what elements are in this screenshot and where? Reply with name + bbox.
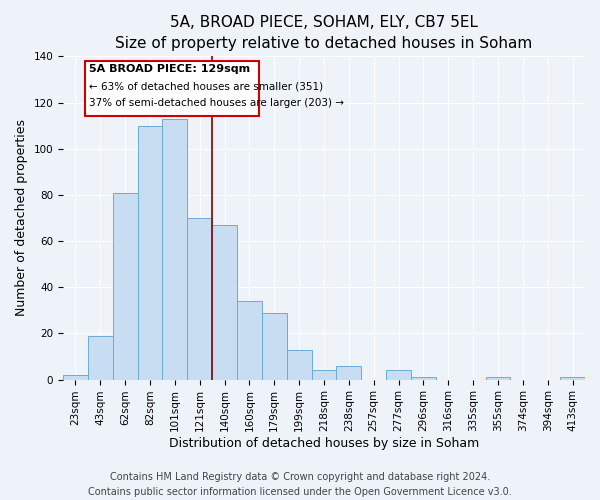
Y-axis label: Number of detached properties: Number of detached properties xyxy=(15,120,28,316)
Bar xyxy=(262,312,287,380)
X-axis label: Distribution of detached houses by size in Soham: Distribution of detached houses by size … xyxy=(169,437,479,450)
Bar xyxy=(63,375,88,380)
Bar xyxy=(212,225,237,380)
Bar xyxy=(237,301,262,380)
Text: 5A BROAD PIECE: 129sqm: 5A BROAD PIECE: 129sqm xyxy=(89,64,250,74)
Text: Contains HM Land Registry data © Crown copyright and database right 2024.
Contai: Contains HM Land Registry data © Crown c… xyxy=(88,472,512,497)
Bar xyxy=(386,370,411,380)
Title: 5A, BROAD PIECE, SOHAM, ELY, CB7 5EL
Size of property relative to detached house: 5A, BROAD PIECE, SOHAM, ELY, CB7 5EL Siz… xyxy=(115,15,533,51)
Bar xyxy=(560,378,585,380)
Text: ← 63% of detached houses are smaller (351): ← 63% of detached houses are smaller (35… xyxy=(89,82,323,92)
Bar xyxy=(287,350,311,380)
Bar xyxy=(485,378,511,380)
Bar xyxy=(137,126,163,380)
Bar xyxy=(411,378,436,380)
Bar xyxy=(88,336,113,380)
Bar xyxy=(337,366,361,380)
Bar xyxy=(113,192,137,380)
Bar xyxy=(85,61,259,116)
Text: 37% of semi-detached houses are larger (203) →: 37% of semi-detached houses are larger (… xyxy=(89,98,344,108)
Bar xyxy=(311,370,337,380)
Bar xyxy=(163,118,187,380)
Bar xyxy=(187,218,212,380)
